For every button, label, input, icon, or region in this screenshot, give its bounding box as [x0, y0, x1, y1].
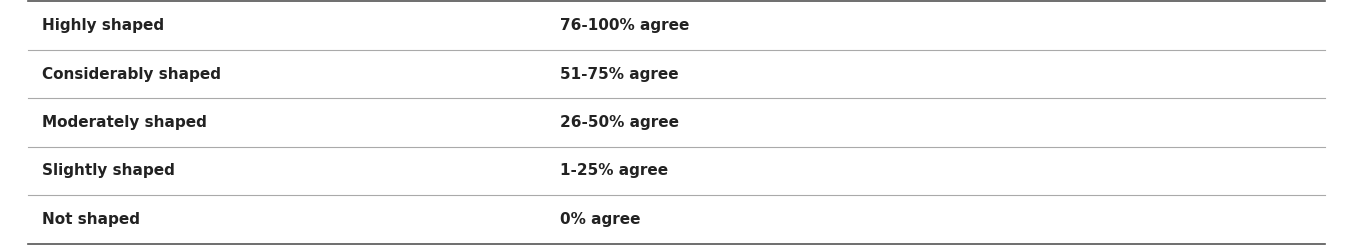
Text: 1-25% agree: 1-25% agree	[560, 163, 668, 178]
Text: 51-75% agree: 51-75% agree	[560, 67, 679, 82]
Text: 0% agree: 0% agree	[560, 212, 641, 227]
Text: Not shaped: Not shaped	[42, 212, 139, 227]
Text: Moderately shaped: Moderately shaped	[42, 115, 207, 130]
Text: 26-50% agree: 26-50% agree	[560, 115, 679, 130]
Text: Considerably shaped: Considerably shaped	[42, 67, 221, 82]
Text: 76-100% agree: 76-100% agree	[560, 18, 690, 33]
Text: Slightly shaped: Slightly shaped	[42, 163, 175, 178]
Text: Highly shaped: Highly shaped	[42, 18, 164, 33]
